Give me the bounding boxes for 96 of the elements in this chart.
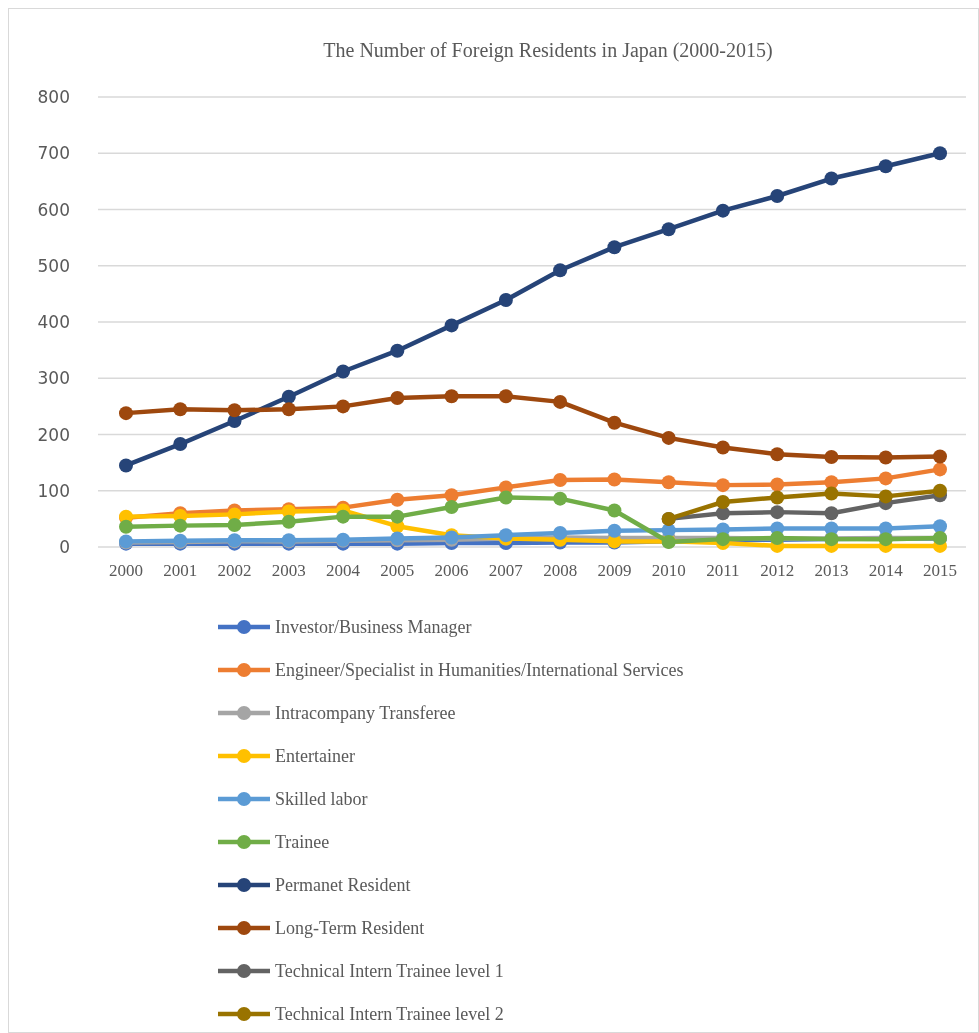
y-tick-label: 500 <box>37 255 70 276</box>
point <box>119 458 133 473</box>
point <box>933 449 947 464</box>
x-tick-label: 2003 <box>271 561 306 580</box>
point <box>119 519 133 534</box>
y-tick-label: 300 <box>37 368 70 389</box>
point <box>770 505 785 520</box>
point <box>173 402 188 417</box>
y-tick-label: 400 <box>37 312 70 332</box>
point <box>444 318 459 333</box>
x-tick-label: 2011 <box>706 561 740 580</box>
point <box>933 483 947 498</box>
x-tick-label: 2001 <box>163 561 198 580</box>
x-tick-label: 2013 <box>814 561 849 580</box>
point <box>933 146 947 161</box>
point <box>878 450 893 465</box>
point <box>607 503 622 518</box>
chart-title: The Number of Foreign Residents in Japan (2000-2015) <box>323 39 773 62</box>
point <box>119 406 133 421</box>
legend-label: Intracompany Transferee <box>275 703 456 723</box>
point <box>824 486 839 501</box>
legend-label: Long-Term Resident <box>275 918 425 938</box>
point <box>824 171 839 186</box>
x-tick-label: 2007 <box>488 561 524 580</box>
point <box>770 477 785 492</box>
point <box>715 478 730 493</box>
x-tick-label: 2000 <box>109 561 143 580</box>
x-tick-label: 2004 <box>326 561 361 580</box>
point <box>553 263 568 278</box>
legend-label: Technical Intern Trainee level 1 <box>275 961 504 981</box>
point <box>878 489 893 504</box>
point <box>227 403 242 418</box>
x-tick-label: 2005 <box>380 561 415 580</box>
point <box>444 500 459 515</box>
point <box>390 390 405 405</box>
point <box>281 402 296 417</box>
legend-label: Investor/Business Manager <box>275 617 472 637</box>
point <box>173 518 188 533</box>
point <box>390 509 405 524</box>
legend-label: Engineer/Specialist in Humanities/International Services <box>275 660 684 680</box>
point <box>770 447 785 462</box>
x-tick-label: 2002 <box>217 561 252 580</box>
legend-label: Technical Intern Trainee level 2 <box>275 1004 504 1024</box>
point <box>498 490 513 505</box>
point <box>661 475 676 490</box>
y-tick-label: 0 <box>59 537 70 557</box>
legend-label: Trainee <box>275 832 330 852</box>
point <box>607 472 622 487</box>
point <box>661 430 676 445</box>
point <box>715 203 730 218</box>
point <box>444 389 459 404</box>
point <box>553 491 568 506</box>
point <box>607 415 622 430</box>
point <box>336 364 351 379</box>
point <box>553 394 568 409</box>
y-tick-label: 200 <box>37 424 70 445</box>
point <box>498 389 513 404</box>
x-tick-label: 2010 <box>651 561 686 580</box>
point <box>281 389 296 404</box>
point <box>390 343 405 358</box>
point <box>553 473 568 488</box>
point <box>553 525 568 540</box>
y-tick-label: 600 <box>37 199 70 220</box>
point <box>281 514 296 529</box>
legend-label: Permanet Resident <box>275 875 411 895</box>
legend-label: Entertainer <box>275 746 355 766</box>
point <box>824 450 839 464</box>
x-tick-label: 2014 <box>868 561 904 580</box>
point <box>715 495 730 509</box>
point <box>498 293 513 308</box>
y-tick-label: 700 <box>37 143 70 164</box>
point <box>878 159 893 174</box>
y-tick-label: 800 <box>37 87 70 107</box>
x-tick-label: 2015 <box>923 561 957 580</box>
point <box>444 488 459 503</box>
x-tick-label: 2012 <box>760 561 795 580</box>
x-tick-label: 2008 <box>543 561 578 580</box>
y-tick-label: 100 <box>37 480 70 501</box>
x-tick-label: 2006 <box>434 561 469 580</box>
point <box>227 518 242 533</box>
point <box>173 437 188 452</box>
point <box>336 399 351 414</box>
point <box>607 240 622 255</box>
x-tick-label: 2009 <box>597 561 632 580</box>
point <box>336 509 351 524</box>
legend-label: Skilled labor <box>275 789 368 809</box>
point <box>715 440 730 455</box>
point <box>770 189 785 203</box>
point <box>824 506 839 521</box>
point <box>933 519 947 534</box>
point <box>878 471 893 486</box>
point <box>607 523 622 538</box>
point <box>661 222 676 237</box>
point <box>770 490 785 505</box>
point <box>933 462 947 477</box>
point <box>390 492 405 507</box>
